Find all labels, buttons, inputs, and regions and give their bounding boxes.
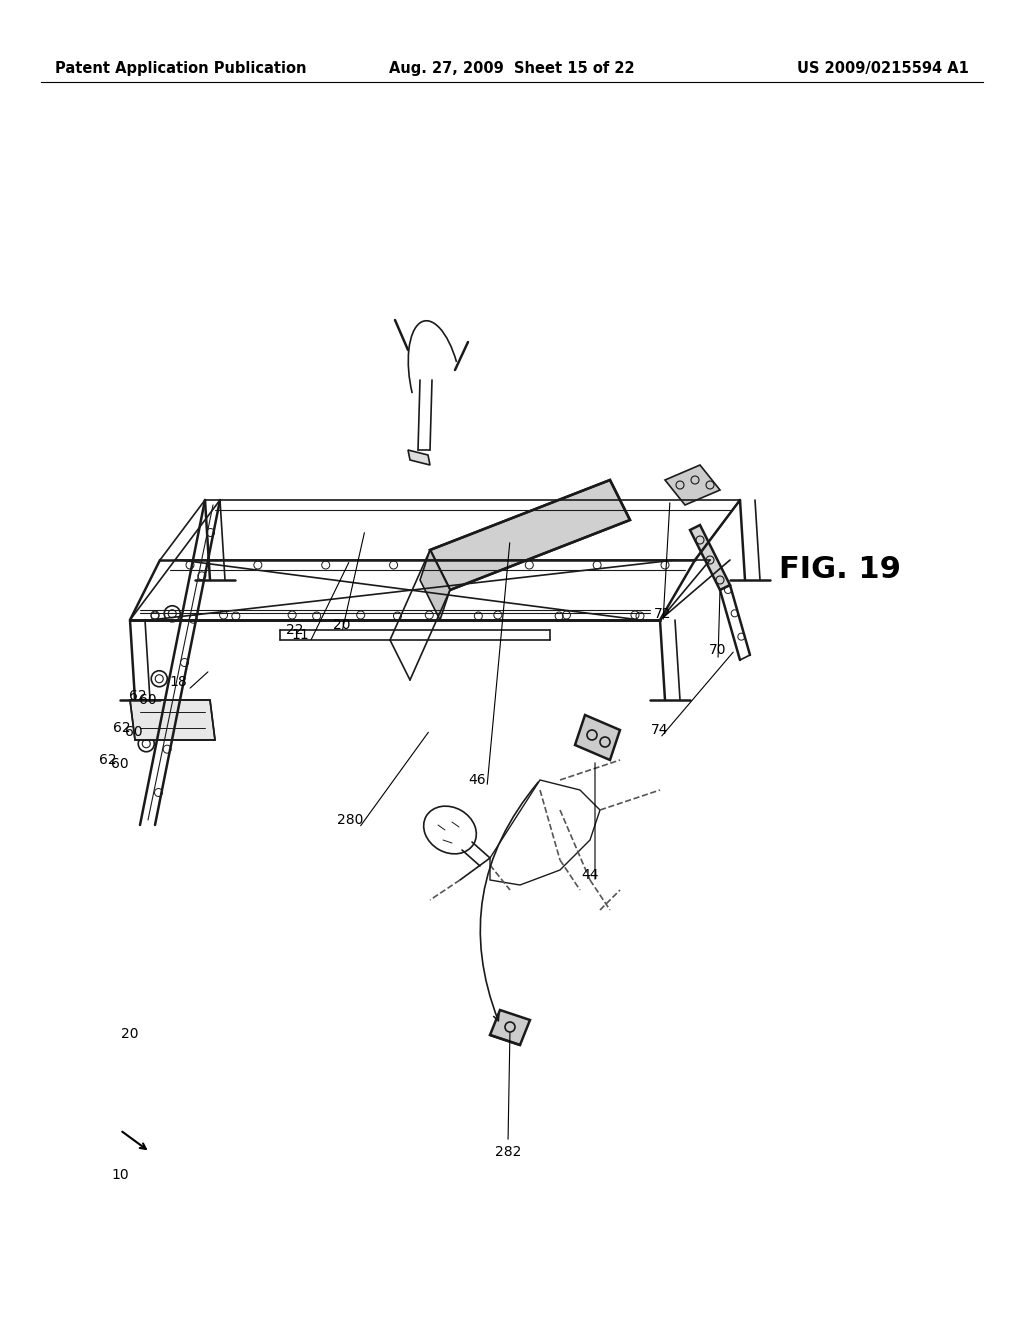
Text: 70: 70 [710, 643, 727, 657]
Text: 72: 72 [654, 607, 672, 620]
Text: 62: 62 [129, 689, 146, 704]
Text: 280: 280 [337, 813, 364, 828]
Polygon shape [665, 465, 720, 506]
Ellipse shape [424, 807, 476, 854]
Polygon shape [420, 550, 450, 620]
Text: Aug. 27, 2009  Sheet 15 of 22: Aug. 27, 2009 Sheet 15 of 22 [389, 61, 635, 75]
Text: 18: 18 [169, 675, 186, 689]
Polygon shape [490, 1010, 530, 1045]
Text: 62: 62 [114, 721, 131, 735]
Polygon shape [690, 525, 730, 590]
Text: FIG. 19: FIG. 19 [779, 556, 901, 585]
Text: 11: 11 [291, 628, 309, 642]
Text: 62: 62 [99, 752, 117, 767]
Text: 74: 74 [651, 723, 669, 737]
Text: US 2009/0215594 A1: US 2009/0215594 A1 [797, 61, 969, 75]
Polygon shape [575, 715, 620, 760]
Text: 282: 282 [495, 1144, 521, 1159]
Text: 44: 44 [582, 869, 599, 882]
Text: 60: 60 [125, 725, 142, 739]
Text: 22: 22 [287, 623, 304, 638]
Text: 60: 60 [139, 693, 157, 708]
Text: 60: 60 [112, 756, 129, 771]
Text: 10: 10 [112, 1168, 129, 1181]
Polygon shape [130, 700, 215, 741]
Text: Patent Application Publication: Patent Application Publication [55, 61, 306, 75]
Polygon shape [430, 480, 630, 590]
Text: 46: 46 [468, 774, 485, 787]
Polygon shape [408, 450, 430, 465]
Text: 20: 20 [121, 1027, 138, 1041]
Text: 20: 20 [333, 618, 351, 632]
